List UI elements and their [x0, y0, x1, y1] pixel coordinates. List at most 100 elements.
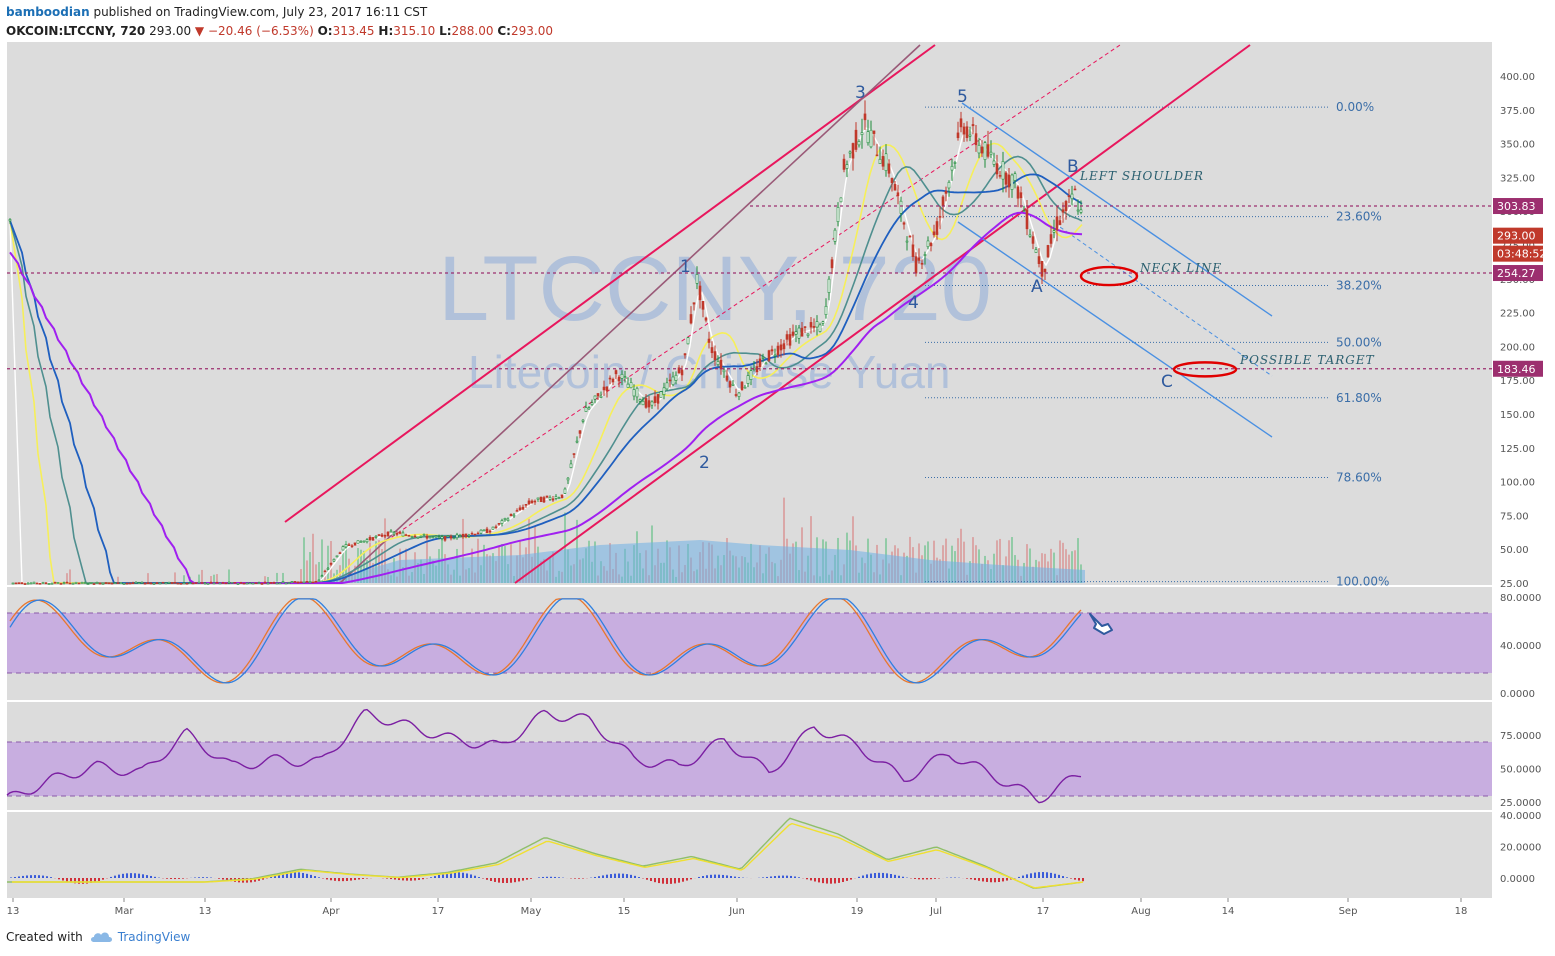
candle-body	[851, 143, 855, 159]
candle-body	[1067, 195, 1071, 198]
candle-body	[1055, 216, 1059, 231]
macd-hist-bar	[690, 878, 692, 880]
volume-bar	[999, 538, 1001, 583]
candle-body	[983, 142, 987, 160]
candle-body	[101, 582, 105, 585]
macd-hist-bar	[318, 877, 320, 878]
candle-body	[1073, 188, 1077, 191]
candle-body	[971, 124, 975, 127]
candle-body	[953, 162, 957, 164]
candle-body	[1007, 174, 1011, 188]
candle-body	[143, 582, 147, 585]
channel-mid	[379, 44, 1121, 546]
macd-hist-bar	[70, 878, 72, 883]
high-label: H:	[378, 24, 394, 38]
candle-body	[719, 359, 723, 370]
x-tick-4: 17	[432, 906, 445, 917]
x-tick-3: Apr	[322, 906, 340, 917]
macd-hist-bar	[514, 878, 516, 883]
macd-hist-bar	[850, 878, 852, 880]
candle-body	[1010, 174, 1014, 190]
macd-hist-bar	[294, 872, 296, 878]
macd-hist-bar	[930, 878, 932, 880]
macd-hist-bar	[790, 875, 792, 878]
candle-body	[446, 535, 450, 538]
candle-body	[329, 562, 333, 565]
price-tag-bg-0	[1493, 198, 1543, 215]
candle-body	[857, 141, 861, 146]
volume-bar	[303, 537, 305, 583]
trend-lines	[284, 44, 1273, 584]
macd-hist-bar	[342, 878, 344, 882]
candle-body	[1037, 256, 1041, 264]
abc-channel-mid	[1059, 226, 1273, 377]
wave-label-2: 3	[855, 83, 866, 103]
candle-body	[1052, 230, 1056, 233]
candle-body	[746, 375, 750, 384]
candle-body	[947, 181, 951, 189]
candle-body	[389, 530, 393, 533]
candle-body	[605, 386, 609, 392]
wave-label-5: A	[1031, 277, 1043, 297]
candle-body	[170, 582, 174, 584]
author-link[interactable]: bamboodian	[6, 5, 90, 19]
volume-bar	[1029, 548, 1031, 583]
macd-hist-bar	[770, 876, 772, 878]
candle-body	[758, 358, 762, 368]
macd-hist-bar	[154, 876, 156, 878]
candle-body	[386, 531, 390, 537]
macd-hist-bar	[550, 876, 552, 878]
wave-trendline	[339, 44, 921, 584]
candle-body	[581, 419, 585, 422]
candle-body	[176, 582, 180, 585]
macd-hist-bar	[902, 876, 904, 878]
macd-hist-bar	[810, 878, 812, 881]
macd-hist-bar	[1078, 878, 1080, 881]
macd-hist-bar	[614, 873, 616, 878]
wave-label-0: 1	[680, 257, 691, 277]
macd-hist-bar	[698, 876, 700, 878]
y-tick-10: 150.00	[1500, 410, 1535, 421]
axes: 13 Mar 13 Apr 17 May 15 Jun 19 Jul 17 Aug 14 Sep 18400…	[7, 72, 1542, 917]
macd-hist-bar	[882, 872, 884, 878]
candle-body	[911, 244, 915, 257]
candle-body	[365, 539, 369, 543]
candle-body	[749, 370, 753, 380]
candle-body	[686, 337, 690, 345]
symbol-label[interactable]: OKCOIN:LTCCNY, 720	[6, 24, 146, 38]
candle-body	[923, 254, 927, 256]
candle-body	[359, 541, 363, 544]
macd-hist-bar	[78, 878, 80, 884]
macd-hist-bar	[606, 874, 608, 878]
macd-hist-bar	[450, 872, 452, 878]
macd-hist-bar	[862, 875, 864, 878]
macd-hist-bar	[818, 878, 820, 883]
macd-hist-bar	[498, 878, 500, 883]
candle-body	[797, 327, 801, 339]
candle-body	[179, 582, 183, 585]
macd-hist-bar	[34, 875, 36, 878]
candle-body	[872, 130, 876, 134]
candle-body	[677, 367, 681, 374]
candle-body	[647, 400, 651, 408]
fib-label-4: 61.80%	[1336, 391, 1382, 405]
tradingview-logo-link[interactable]: TradingView	[89, 930, 190, 944]
candle-body	[563, 488, 567, 494]
candle-body	[800, 327, 804, 337]
candle-body	[458, 535, 462, 537]
macd-hist-bar	[118, 874, 120, 878]
macd-hist-bar	[502, 878, 504, 883]
macd-hist-bar	[510, 878, 512, 883]
macd-hist-bar	[90, 878, 92, 884]
macd-hist-bar	[1006, 878, 1008, 881]
volume-bar	[1050, 548, 1052, 583]
candle-body	[551, 498, 555, 501]
macd-hist-bar	[394, 878, 396, 880]
candle-body	[845, 164, 849, 169]
candle-body	[737, 392, 741, 397]
macd-hist-bar	[50, 877, 52, 878]
channel-lower	[514, 44, 1251, 584]
candle-body	[893, 184, 897, 191]
macd-hist-bar	[270, 876, 272, 878]
